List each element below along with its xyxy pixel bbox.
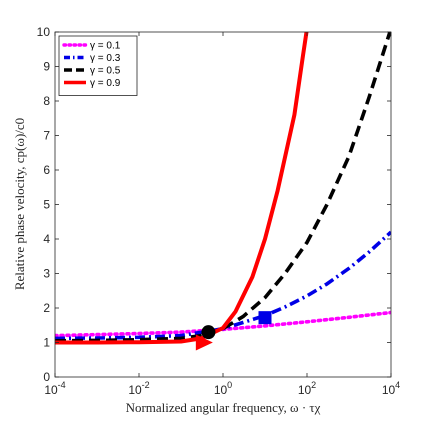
- x-axis-label: Normalized angular frequency, ω · τχ: [126, 400, 321, 415]
- x-tick-label: 104: [382, 380, 400, 397]
- legend: γ = 0.1γ = 0.3 γ = 0.5γ = 0.9: [58, 35, 138, 96]
- legend-label-2: γ = 0.3: [90, 53, 121, 64]
- series-marker-2: [258, 311, 272, 325]
- ticks-layer: 10-4 10-2 100 102 104 0 1 2 3 4 5 6 7 8 9 10: [37, 25, 401, 397]
- x-tick-label: 102: [298, 380, 316, 397]
- y-tick-label: 8: [43, 94, 50, 108]
- legend-label-1: γ = 0.1: [90, 41, 121, 52]
- series-marker-4: [195, 334, 213, 351]
- x-tick-label: 10-2: [128, 380, 149, 397]
- y-tick-label: 5: [43, 198, 50, 212]
- series-line-2: [55, 230, 391, 341]
- y-tick-label: 3: [43, 267, 50, 281]
- y-axis-label: Relative phase velocity, cp(ω)/c0: [12, 118, 27, 290]
- series-layer: [55, 32, 391, 351]
- y-tick-label: 0: [43, 370, 50, 384]
- y-tick-label: 7: [43, 129, 50, 143]
- y-tick-label: 2: [43, 301, 50, 315]
- y-tick-label: 1: [43, 336, 50, 350]
- legend-label-3: γ = 0.5: [90, 66, 121, 77]
- legend-box: [58, 35, 138, 96]
- x-tick-label: 100: [214, 380, 232, 397]
- series-line-4: [55, 32, 309, 345]
- x-tick-label: 10-4: [44, 380, 65, 397]
- y-tick-label: 6: [43, 163, 50, 177]
- series-line-3: [55, 32, 391, 343]
- y-tick-label: 4: [43, 232, 50, 246]
- y-tick-label: 10: [37, 25, 51, 39]
- legend-label-4: γ = 0.9: [90, 78, 121, 89]
- series-marker-3: [201, 325, 216, 340]
- y-tick-label: 9: [43, 60, 50, 74]
